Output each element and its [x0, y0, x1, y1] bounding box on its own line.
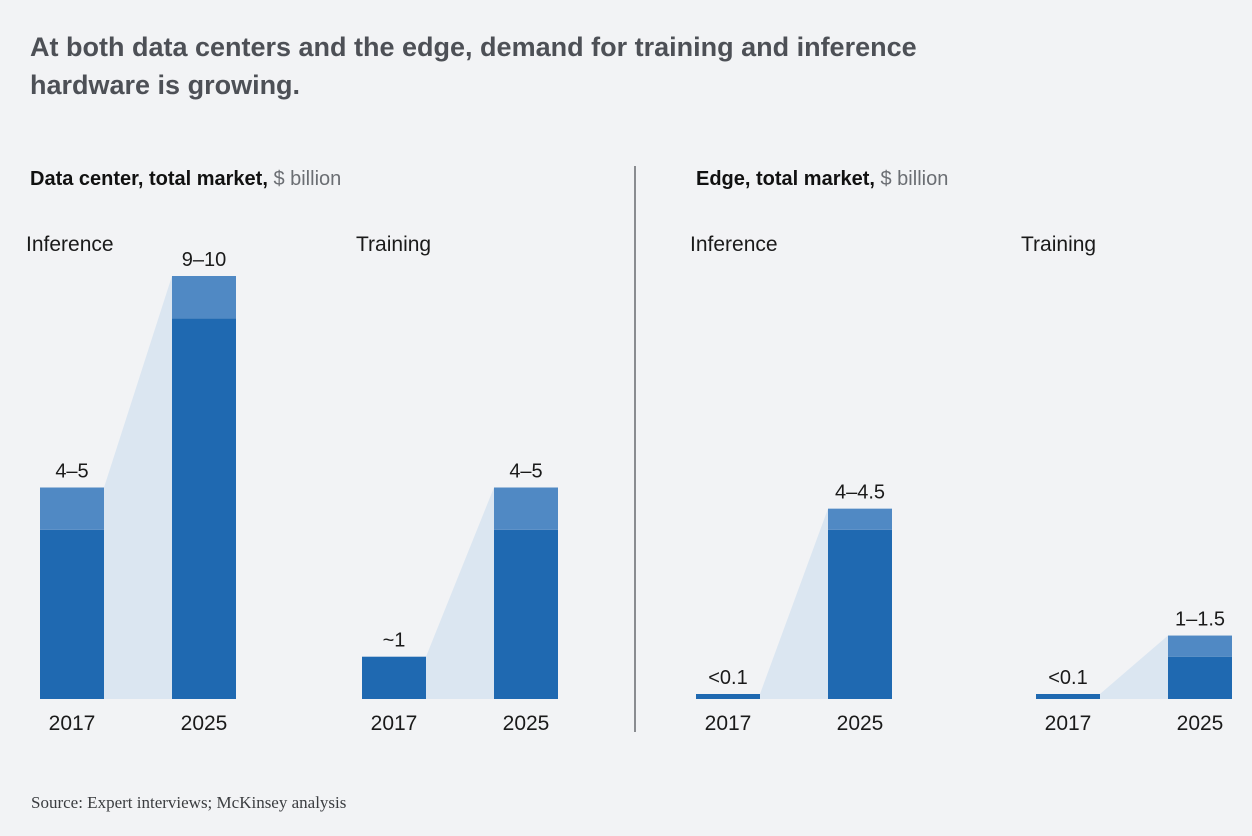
- data-label: <0.1: [1048, 667, 1087, 689]
- data-label: ~1: [383, 630, 406, 652]
- chart-title: At both data centers and the edge, deman…: [30, 32, 917, 100]
- panel-title-data-center: Data center, total market, $ billion: [30, 168, 341, 191]
- panel-title-bold: Data center, total market,: [30, 168, 268, 190]
- x-tick-label: 2017: [371, 712, 418, 735]
- bar-range-2025: [828, 508, 892, 530]
- x-tick-label: 2025: [1177, 712, 1224, 735]
- data-label: 4–5: [55, 461, 88, 483]
- bar-range-2017: [40, 487, 104, 530]
- data-label: <0.1: [708, 667, 747, 689]
- connector-band: [426, 487, 494, 699]
- bar-range-2025: [172, 276, 236, 319]
- x-tick-label: 2025: [503, 712, 550, 735]
- panel-subtitle: Inference: [26, 233, 114, 256]
- panel-subtitle: Training: [1021, 233, 1096, 256]
- connector-band: [104, 276, 172, 699]
- panel-title-unit: $ billion: [880, 168, 949, 190]
- data-label: 1–1.5: [1175, 609, 1225, 631]
- bar-2017: [40, 529, 104, 699]
- panel-divider: [634, 166, 636, 732]
- bar-2017: [362, 656, 426, 699]
- x-tick-label: 2017: [49, 712, 96, 735]
- x-tick-label: 2017: [1045, 712, 1092, 735]
- connector-band: [1100, 635, 1168, 699]
- x-tick-label: 2017: [705, 712, 752, 735]
- data-label: 9–10: [182, 249, 227, 271]
- bar-2025: [494, 529, 558, 699]
- data-label: 4–4.5: [835, 482, 885, 504]
- data-label: 4–5: [509, 461, 542, 483]
- panel-subtitle: Inference: [690, 233, 778, 256]
- panel-title-unit: $ billion: [273, 168, 342, 190]
- connector-band: [760, 508, 828, 699]
- source-note: Source: Expert interviews; McKinsey anal…: [31, 793, 347, 812]
- bar-2025: [172, 318, 236, 699]
- bar-2017: [1036, 694, 1100, 699]
- bar-2025: [1168, 656, 1232, 699]
- x-tick-label: 2025: [181, 712, 228, 735]
- panel-subtitle: Training: [356, 233, 431, 256]
- panel-title-bold: Edge, total market,: [696, 168, 875, 190]
- bar-range-2025: [1168, 635, 1232, 657]
- bar-2017: [696, 694, 760, 699]
- bar-2025: [828, 529, 892, 699]
- bar-range-2025: [494, 487, 558, 530]
- x-tick-label: 2025: [837, 712, 884, 735]
- panel-title-edge: Edge, total market, $ billion: [696, 168, 948, 191]
